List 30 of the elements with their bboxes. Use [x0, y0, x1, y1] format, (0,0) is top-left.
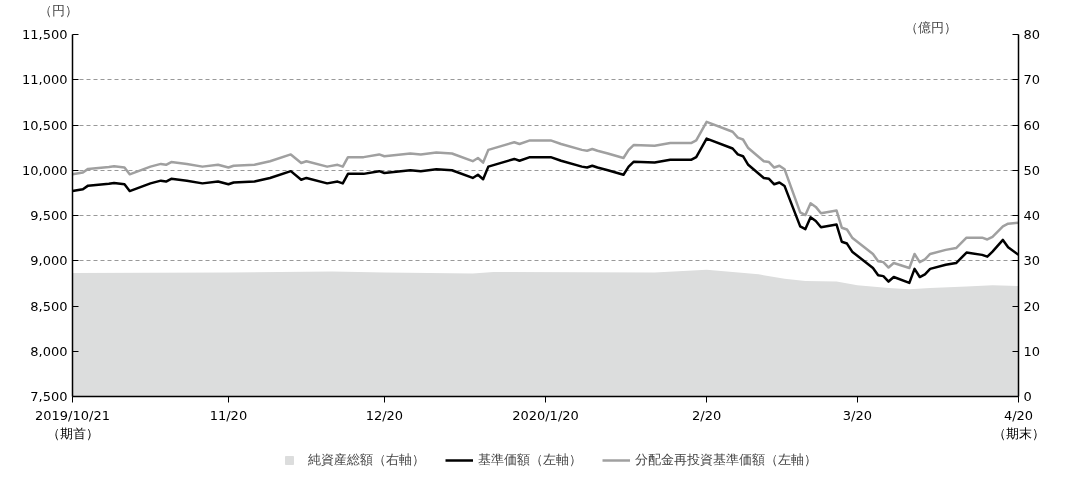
x-tick-label: 2019/10/21 （期首）: [35, 407, 110, 441]
y-tick-label: 9,500: [30, 208, 68, 223]
y-tick-label: 7,500: [30, 389, 68, 404]
x-tick-label: 2/20: [692, 407, 722, 423]
y-tick-label: 11,500: [22, 27, 68, 42]
y2-tick-label: 0: [1023, 389, 1032, 404]
y2-tick-label: 80: [1023, 27, 1041, 42]
y2-tick-label: 50: [1023, 162, 1041, 178]
y-tick-label: 10,500: [22, 117, 68, 133]
legend-label: 基準価額（左軸）: [478, 451, 582, 469]
y-tick-label: 10,000: [22, 162, 68, 178]
y-tick-label: 11,000: [22, 72, 68, 88]
x-tick-label: 4/20 （期末）: [992, 407, 1045, 441]
y2-tick-label: 40: [1023, 208, 1041, 223]
x-tick-label: 11/20: [209, 407, 248, 423]
x-tick-label: 12/20: [365, 407, 404, 423]
legend-label: 分配金再投資基準価額（左軸）: [635, 451, 817, 469]
x-tick-label: 2020/1/20: [512, 407, 579, 423]
y2-tick-label: 60: [1023, 117, 1041, 133]
y-axis-title: （円）: [38, 2, 78, 18]
y-tick-label: 9,000: [30, 253, 68, 269]
y-tick-label: 8,500: [30, 298, 68, 314]
x-tick-label: 3/20: [842, 407, 872, 423]
y2-tick-label: 10: [1023, 343, 1041, 359]
y2-tick-label: 30: [1023, 253, 1041, 269]
legend-label: 純資産総額（右軸）: [308, 451, 425, 469]
y-tick-label: 8,000: [30, 343, 68, 359]
y2-tick-label: 70: [1023, 72, 1041, 88]
y2-tick-label: 20: [1023, 298, 1041, 314]
y2-axis-title: （億円）: [904, 19, 957, 35]
